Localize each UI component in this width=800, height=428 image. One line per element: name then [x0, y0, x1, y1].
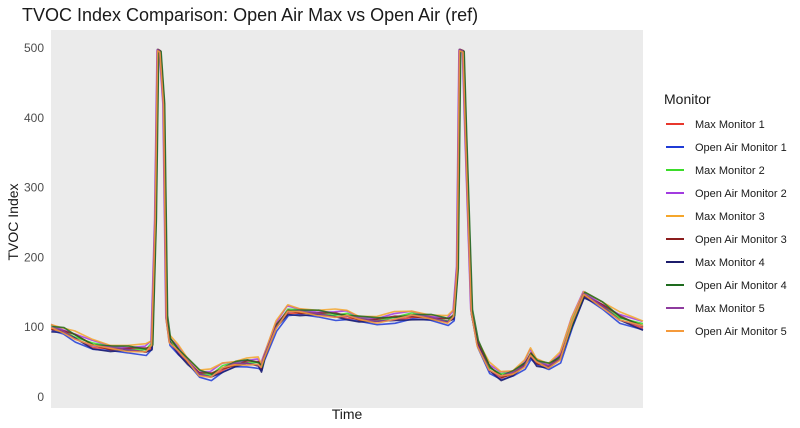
y-tick-label: 300	[24, 181, 44, 195]
legend-label: Max Monitor 5	[695, 303, 765, 315]
y-tick-label: 0	[37, 390, 44, 404]
legend-title: Monitor	[664, 91, 711, 107]
y-tick-label: 100	[24, 320, 44, 334]
series-lines	[50, 48, 644, 382]
chart-title: TVOC Index Comparison: Open Air Max vs O…	[22, 5, 478, 25]
legend-label: Max Monitor 3	[695, 211, 765, 223]
legend-label: Open Air Monitor 5	[695, 326, 787, 338]
series-line	[50, 50, 644, 378]
legend-label: Open Air Monitor 1	[695, 142, 787, 154]
legend-label: Open Air Monitor 4	[695, 280, 787, 292]
legend-label: Open Air Monitor 3	[695, 234, 787, 246]
y-tick-label: 200	[24, 250, 44, 264]
legend-label: Max Monitor 1	[695, 119, 765, 131]
x-axis-label: Time	[332, 406, 363, 422]
legend-label: Open Air Monitor 2	[695, 188, 787, 200]
legend-label: Max Monitor 4	[695, 257, 765, 269]
legend: Monitor Max Monitor 1 Open Air Monitor 1 M…	[664, 91, 787, 338]
y-tick-label: 500	[24, 41, 44, 55]
y-axis-ticks: 0 100 200 300 400 500	[24, 41, 44, 404]
y-axis-label: TVOC Index	[5, 183, 21, 260]
series-line	[50, 48, 643, 378]
legend-label: Max Monitor 2	[695, 165, 765, 177]
y-tick-label: 400	[24, 111, 44, 125]
